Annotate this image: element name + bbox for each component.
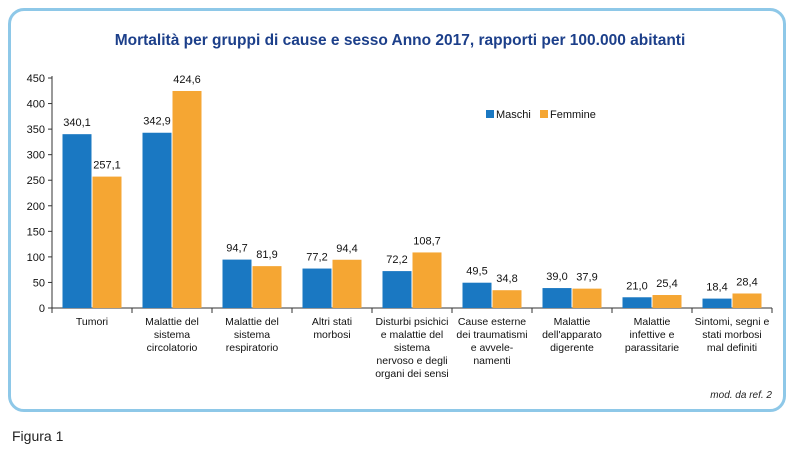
category-label: organi dei sensi [375, 368, 449, 380]
bar-femmine-0 [92, 176, 122, 308]
category-label: parassitarie [625, 342, 679, 354]
y-tick-label: 300 [27, 150, 45, 162]
bar-femmine-4 [412, 252, 442, 308]
y-tick-label: 0 [39, 303, 45, 315]
category-label: Malattie [554, 316, 591, 328]
y-tick-label: 450 [27, 73, 45, 85]
y-tick-label: 400 [27, 99, 45, 111]
bar-femmine-2 [252, 266, 282, 308]
data-label: 72,2 [386, 254, 407, 266]
category-label: nervoso e degli [376, 355, 447, 367]
data-label: 49,5 [466, 266, 487, 278]
data-label: 37,9 [576, 272, 597, 284]
category-label: e malattie del [381, 329, 443, 341]
category-label: circolatorio [147, 342, 198, 354]
category-label: Malattie [634, 316, 671, 328]
data-label: 340,1 [63, 117, 91, 129]
data-label: 94,4 [336, 243, 357, 255]
category-label: sistema [394, 342, 430, 354]
category-label: e avvele- [471, 342, 514, 354]
y-tick-label: 150 [27, 226, 45, 238]
data-label: 424,6 [173, 74, 201, 86]
y-tick-label: 200 [27, 201, 45, 213]
bar-maschi-4 [382, 271, 412, 308]
category-label: dei traumatismi [456, 329, 527, 341]
bar-femmine-5 [492, 290, 522, 308]
category-label: dell'apparato [542, 329, 602, 341]
bar-maschi-3 [302, 268, 332, 308]
data-label: 18,4 [706, 282, 727, 294]
category-label: sistema [234, 329, 270, 341]
category-label: Cause esterne [458, 316, 526, 328]
category-label: morbosi [313, 329, 350, 341]
y-tick-label: 100 [27, 252, 45, 264]
category-label: digerente [550, 342, 594, 354]
category-label: namenti [473, 355, 510, 367]
legend-swatch-femmine [540, 110, 548, 118]
y-tick-label: 50 [33, 277, 45, 289]
category-label: Altri stati [312, 316, 352, 328]
data-label: 21,0 [626, 280, 647, 292]
bar-maschi-5 [462, 282, 492, 308]
figure-label: Figura 1 [12, 428, 64, 444]
legend-swatch-maschi [486, 110, 494, 118]
bar-maschi-6 [542, 288, 572, 308]
data-label: 257,1 [93, 160, 121, 172]
data-label: 39,0 [546, 271, 567, 283]
category-label: stati morbosi [702, 329, 762, 341]
category-label: infettive e [630, 329, 675, 341]
data-label: 108,7 [413, 235, 441, 247]
source-note: mod. da ref. 2 [710, 390, 772, 401]
bar-femmine-8 [732, 293, 762, 308]
bar-maschi-8 [702, 298, 732, 308]
category-label: respiratorio [226, 342, 279, 354]
bar-maschi-2 [222, 259, 252, 308]
bar-maschi-1 [142, 132, 172, 308]
bar-femmine-1 [172, 90, 202, 308]
y-tick-label: 250 [27, 175, 45, 187]
bar-maschi-7 [622, 297, 652, 308]
category-label: Disturbi psichici [376, 316, 449, 328]
category-label: Malattie del [145, 316, 199, 328]
data-label: 77,2 [306, 252, 327, 264]
data-label: 81,9 [256, 249, 277, 261]
data-label: 342,9 [143, 116, 171, 128]
category-label: Malattie del [225, 316, 279, 328]
bar-maschi-0 [62, 134, 92, 308]
category-label: Tumori [76, 316, 108, 328]
legend-label: Maschi [496, 109, 531, 121]
bar-femmine-3 [332, 259, 362, 308]
chart-frame [8, 8, 786, 412]
data-label: 94,7 [226, 243, 247, 255]
y-tick-label: 350 [27, 124, 45, 136]
bar-femmine-6 [572, 288, 602, 308]
category-label: sistema [154, 329, 190, 341]
data-label: 25,4 [656, 278, 677, 290]
category-label: Sintomi, segni e [695, 316, 770, 328]
bar-femmine-7 [652, 295, 682, 308]
data-label: 34,8 [496, 273, 517, 285]
data-label: 28,4 [736, 276, 757, 288]
legend-label: Femmine [550, 109, 596, 121]
category-label: mal definiti [707, 342, 757, 354]
chart-title: Mortalità per gruppi di cause e sesso An… [114, 32, 686, 49]
